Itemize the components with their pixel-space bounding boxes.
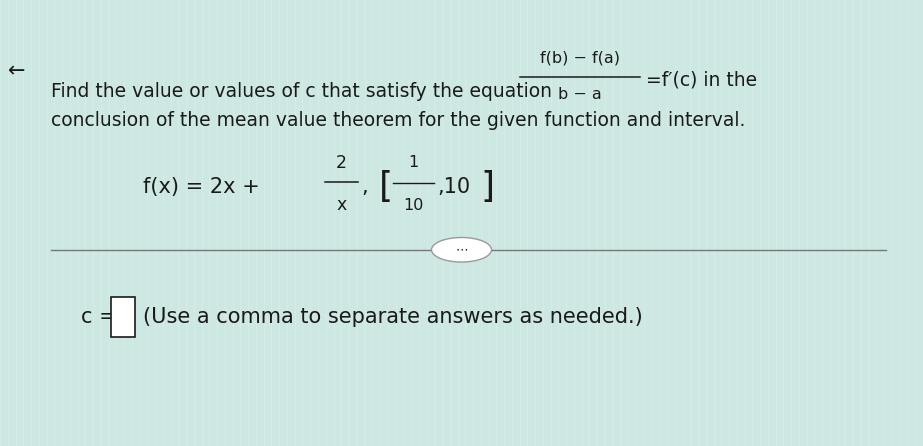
Text: 1: 1 xyxy=(408,155,419,170)
Text: b − a: b − a xyxy=(557,87,602,102)
Text: ⋯: ⋯ xyxy=(455,243,468,256)
Text: c =: c = xyxy=(81,307,117,326)
Text: (Use a comma to separate answers as needed.): (Use a comma to separate answers as need… xyxy=(143,307,642,326)
Text: f(b) − f(a): f(b) − f(a) xyxy=(540,50,619,66)
Text: Find the value or values of c that satisfy the equation: Find the value or values of c that satis… xyxy=(51,82,552,101)
Text: 2: 2 xyxy=(336,154,347,172)
Text: ←: ← xyxy=(8,62,25,81)
Text: [: [ xyxy=(378,170,392,204)
Text: =f′(c) in the: =f′(c) in the xyxy=(646,71,757,90)
Text: ,10: ,10 xyxy=(438,178,471,197)
Text: 10: 10 xyxy=(403,198,424,213)
FancyBboxPatch shape xyxy=(111,297,135,337)
Ellipse shape xyxy=(431,237,491,262)
Text: conclusion of the mean value theorem for the given function and interval.: conclusion of the mean value theorem for… xyxy=(51,111,745,130)
Text: f(x) = 2x +: f(x) = 2x + xyxy=(143,178,267,197)
Text: x: x xyxy=(336,196,347,214)
Text: ]: ] xyxy=(480,170,494,204)
Text: ,: , xyxy=(362,178,368,197)
